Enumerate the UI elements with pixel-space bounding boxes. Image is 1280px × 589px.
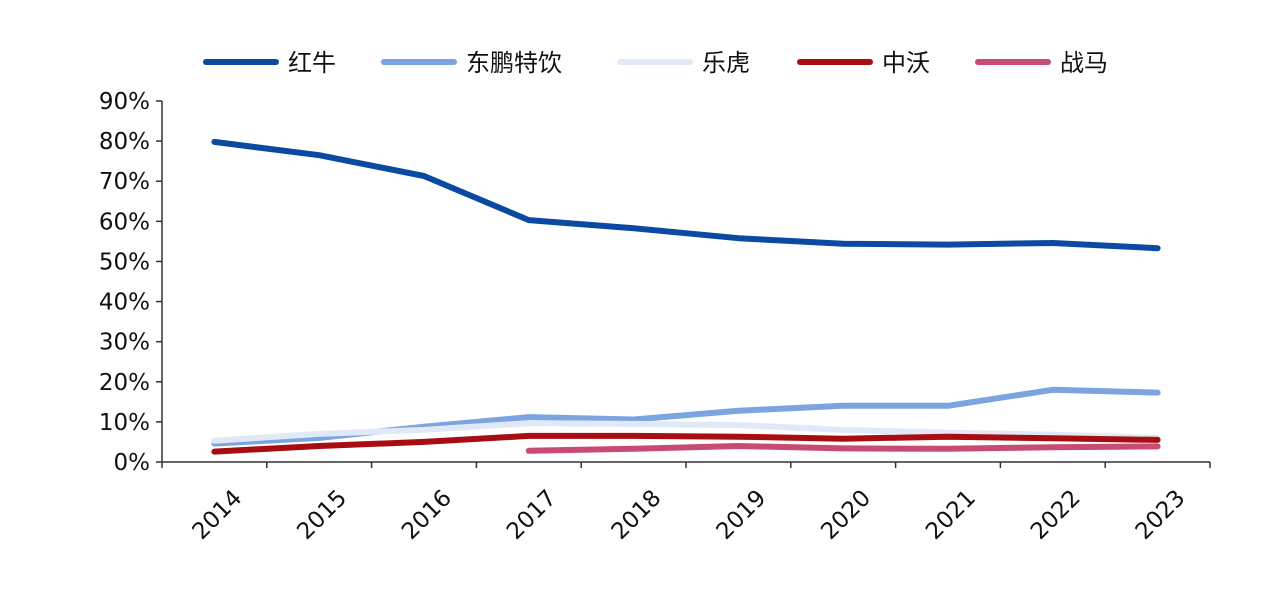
series-lines (211, 138, 1161, 455)
legend-label: 战马 (1060, 49, 1108, 77)
x-tick-label: 2014 (188, 485, 248, 545)
x-tick-label: 2016 (397, 485, 457, 545)
y-tick-label: 50% (99, 249, 150, 275)
y-axis: 0% 10% 20% 30% 40% 50% 60% 70% 80% 90% (99, 89, 163, 476)
x-tick-label: 2019 (712, 485, 772, 545)
series-line-4 (211, 432, 1161, 455)
y-tick-label: 20% (99, 370, 150, 396)
y-tick-label: 10% (99, 410, 150, 436)
y-tick-label: 70% (99, 169, 150, 195)
series-line-1 (211, 138, 1161, 252)
legend-label: 东鹏特饮 (466, 49, 562, 77)
legend-label: 乐虎 (702, 49, 750, 77)
legend-label: 红牛 (288, 49, 336, 77)
y-tick-label: 60% (99, 209, 150, 235)
x-axis: 2014 2015 2016 2017 2018 2019 2020 2021 2022 2023 (161, 461, 1211, 545)
x-tick-label: 2018 (607, 485, 667, 545)
x-tick-label: 2022 (1026, 485, 1086, 545)
series-line-5 (525, 443, 1161, 454)
y-tick-label: 40% (99, 290, 150, 316)
x-tick-label: 2021 (921, 485, 981, 545)
y-tick-label: 0% (114, 450, 151, 476)
y-tick-label: 30% (99, 330, 150, 356)
legend-label: 中沃 (882, 49, 930, 77)
x-tick-label: 2020 (816, 485, 876, 545)
x-tick-label: 2017 (502, 485, 562, 545)
y-tick-label: 90% (99, 89, 150, 115)
x-tick-label: 2015 (292, 485, 352, 545)
x-tick-label: 2023 (1131, 485, 1191, 545)
legend: 红牛 东鹏特饮 乐虎 中沃 战马 (203, 49, 1108, 77)
y-tick-label: 80% (99, 129, 150, 155)
series-line-3 (211, 420, 1161, 444)
